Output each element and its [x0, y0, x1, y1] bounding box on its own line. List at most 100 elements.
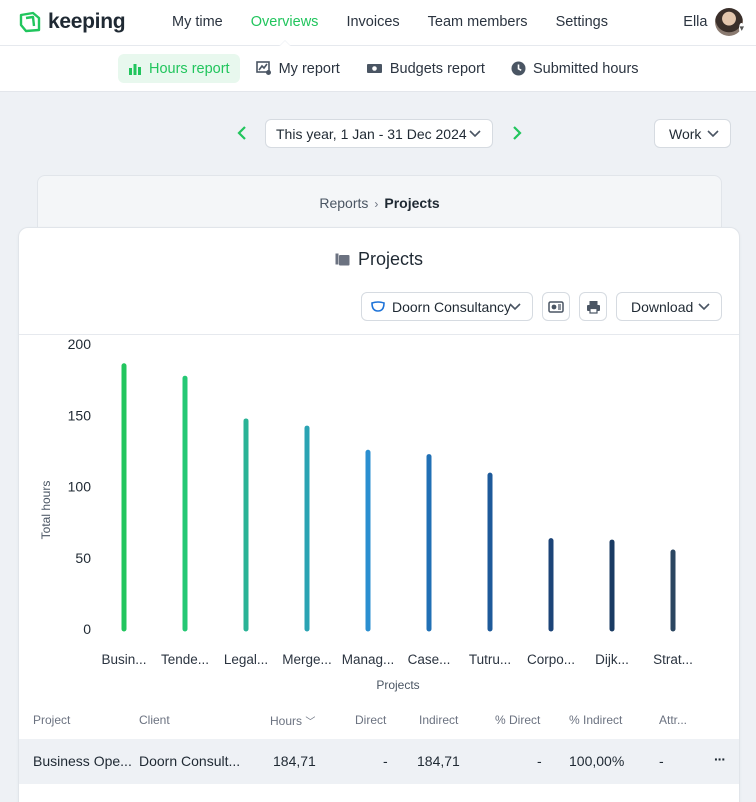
work-type-value: Work: [669, 125, 702, 142]
column-project[interactable]: Project: [33, 713, 71, 727]
tab-budgets-report[interactable]: Budgets report: [356, 54, 495, 83]
y-tick-label: 100: [68, 479, 92, 495]
nav-label: Team members: [427, 14, 528, 30]
table-row[interactable]: Business Ope... Doorn Consult... 184,71 …: [19, 739, 739, 784]
client-filter-select[interactable]: Doorn Consultancy: [361, 292, 533, 321]
nav-settings[interactable]: Settings: [556, 0, 608, 46]
clock-icon: [511, 61, 526, 76]
table-header: Project Client Hours ﹀ Direct Indirect %…: [19, 699, 739, 739]
app-name: keeping: [48, 10, 126, 33]
tab-label: Budgets report: [389, 60, 485, 77]
active-nav-indicator: [277, 40, 292, 47]
divider: [19, 334, 739, 335]
x-tick-label: Tutru...: [469, 652, 511, 667]
tab-label: My report: [278, 60, 340, 77]
chevron-down-icon: ▾: [739, 22, 744, 34]
cell-attr: -: [659, 753, 664, 769]
column-client[interactable]: Client: [139, 713, 170, 727]
my-report-icon: [255, 61, 271, 75]
work-type-select[interactable]: Work: [654, 119, 731, 148]
x-tick-label: Legal...: [224, 652, 268, 667]
date-range-select[interactable]: This year, 1 Jan - 31 Dec 2024: [265, 119, 493, 148]
client-filter-value: Doorn Consultancy: [392, 298, 512, 315]
chevron-down-icon: [698, 303, 710, 311]
chevron-right-icon: ›: [374, 197, 379, 211]
x-tick-label: Strat...: [653, 652, 693, 667]
y-tick-label: 50: [75, 550, 91, 566]
download-label: Download: [631, 298, 694, 315]
chevron-right-icon[interactable]: [507, 124, 525, 142]
column-direct[interactable]: Direct: [355, 713, 387, 727]
nav-label: Invoices: [346, 14, 400, 30]
tab-hours-report[interactable]: Hours report: [118, 54, 240, 83]
column-indirect[interactable]: Indirect: [419, 713, 459, 727]
print-button[interactable]: [579, 292, 607, 321]
projects-bar-chart: 0 50 100 150 200 Busin... Tende... Legal... Mer…: [39, 336, 693, 692]
breadcrumb-reports-link[interactable]: Reports: [319, 195, 369, 211]
user-menu[interactable]: Ella ▾: [683, 8, 744, 36]
column-pct-direct[interactable]: % Direct: [495, 713, 541, 727]
y-tick-label: 0: [83, 621, 91, 637]
y-axis-label: Total hours: [39, 481, 53, 540]
cell-pct-direct: -: [537, 753, 542, 769]
column-hours-label: Hours: [270, 714, 303, 728]
avatar: [715, 8, 744, 36]
chevron-left-icon[interactable]: [234, 124, 252, 142]
x-tick-label: Corpo...: [527, 652, 575, 667]
column-attr[interactable]: Attr...: [659, 713, 688, 727]
main-nav: My time Overviews Invoices Team members …: [172, 0, 636, 47]
cell-hours: 184,71: [273, 753, 316, 769]
cell-client: Doorn Consult...: [139, 753, 241, 769]
nav-label: My time: [172, 14, 223, 30]
x-tick-label: Manag...: [342, 652, 395, 667]
date-range-value: This year, 1 Jan - 31 Dec 2024: [276, 125, 467, 142]
column-pct-indirect[interactable]: % Indirect: [569, 713, 623, 727]
y-tick-label: 150: [68, 407, 92, 423]
tab-label: Submitted hours: [532, 60, 639, 77]
tab-submitted-hours[interactable]: Submitted hours: [501, 54, 649, 83]
printer-icon: [586, 300, 600, 314]
sort-descending-icon: ﹀: [305, 717, 316, 728]
page-title: Projects: [357, 249, 424, 269]
tab-label: Hours report: [149, 60, 230, 77]
nav-my-time[interactable]: My time: [172, 0, 223, 46]
nav-team-members[interactable]: Team members: [428, 0, 528, 46]
chevron-down-icon: [509, 303, 521, 311]
more-actions-icon[interactable]: ···: [714, 751, 726, 767]
chevron-down-icon: [469, 130, 481, 138]
breadcrumb: Reports › Projects: [38, 195, 721, 211]
x-tick-label: Merge...: [282, 652, 332, 667]
client-icon: [371, 300, 385, 312]
chevron-down-icon: [707, 130, 719, 138]
x-tick-label: Case...: [408, 652, 451, 667]
bar-chart-icon: [129, 63, 141, 75]
keeping-logo[interactable]: keeping: [18, 10, 126, 34]
folders-icon: [335, 253, 350, 266]
projects-card: Projects Doorn Consultancy Download 0 50 1…: [18, 227, 740, 802]
cell-direct: -: [383, 753, 388, 769]
sub-navigation: Hours report My report Budgets report Su…: [0, 46, 756, 92]
nav-label: Settings: [555, 14, 608, 30]
x-tick-label: Dijk...: [595, 652, 629, 667]
tab-my-report[interactable]: My report: [246, 54, 350, 83]
user-name: Ella: [683, 14, 708, 30]
keeping-logo-icon: [19, 11, 41, 33]
x-tick-label: Busin...: [101, 652, 146, 667]
breadcrumb-current: Projects: [384, 195, 440, 211]
column-hours[interactable]: Hours ﹀: [270, 713, 315, 728]
cell-indirect: 184,71: [417, 753, 460, 769]
x-tick-label: Tende...: [161, 652, 209, 667]
money-icon: [366, 64, 382, 73]
download-button[interactable]: Download: [616, 292, 722, 321]
chart-settings-button[interactable]: [542, 292, 570, 321]
nav-invoices[interactable]: Invoices: [346, 0, 399, 46]
x-axis-label: Projects: [376, 678, 419, 692]
nav-overviews[interactable]: Overviews: [250, 0, 319, 47]
cell-project[interactable]: Business Ope...: [33, 753, 132, 769]
card-title: Projects: [19, 249, 739, 270]
cell-pct-indirect: 100,00%: [569, 753, 625, 769]
chart-toggle-icon: [548, 300, 564, 313]
nav-label: Overviews: [250, 14, 319, 30]
y-tick-label: 200: [68, 336, 92, 352]
top-navigation-bar: keeping My time Overviews Invoices Team …: [0, 0, 756, 47]
